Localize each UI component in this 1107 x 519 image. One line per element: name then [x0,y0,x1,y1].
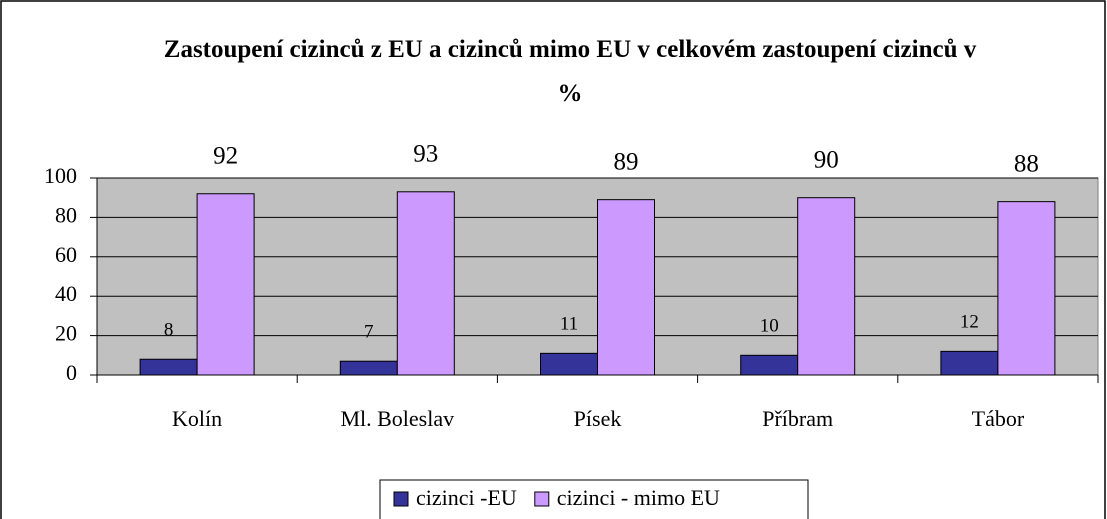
chart-title: Zastoupení cizinců z EU a cizinců mimo E… [163,36,977,107]
bar [740,354,799,376]
value-label: 7 [364,322,374,343]
legend-label: cizinci - mimo EU [557,485,720,510]
y-tick-label: 40 [55,281,77,306]
value-label: 11 [560,314,578,335]
bar [396,191,455,376]
value-label: 89 [614,148,639,175]
value-label: 10 [760,316,779,337]
x-tick-label: Tábor [972,406,1025,431]
bar [797,197,856,376]
bar [940,350,999,376]
bar [540,352,598,376]
value-label: 12 [960,312,979,333]
bar [339,360,398,376]
bar [997,201,1056,376]
value-label: 8 [164,320,174,341]
bar [139,358,198,376]
legend-label: cizinci -EU [416,485,517,510]
bar [196,193,255,376]
y-tick-label: 0 [66,360,77,385]
y-tick-label: 100 [44,163,77,188]
legend-box [379,479,809,519]
x-tick-label: Ml. Boleslav [340,406,454,431]
y-tick-label: 20 [55,321,77,346]
value-label: 92 [213,142,238,169]
value-label: 88 [1014,150,1039,177]
x-tick-label: Příbram [762,406,833,431]
bar [597,199,655,376]
y-tick-label: 60 [55,242,77,267]
value-label: 93 [413,141,438,168]
legend-swatch [534,491,550,507]
value-label: 90 [814,146,839,173]
x-tick-label: Kolín [172,406,222,431]
legend-swatch [393,491,409,507]
y-tick-label: 80 [55,202,77,227]
x-tick-label: Písek [574,406,622,431]
